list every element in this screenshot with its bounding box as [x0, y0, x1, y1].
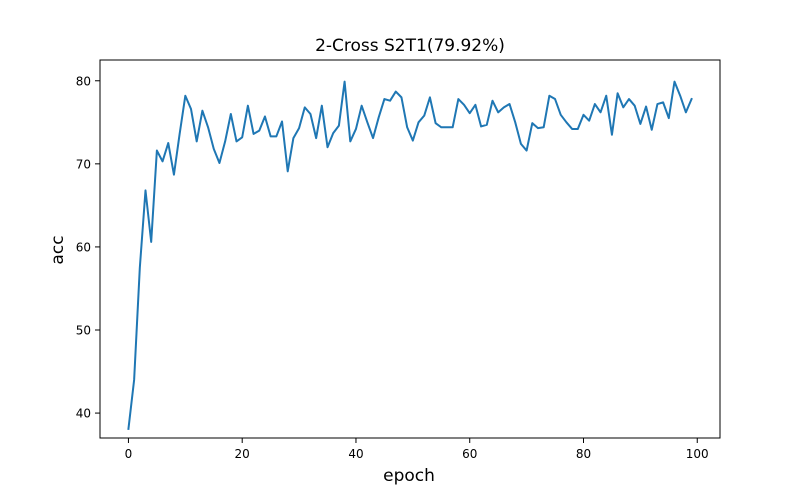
- x-tick-label: 0: [125, 447, 133, 461]
- x-tick-label: 40: [348, 447, 363, 461]
- x-tick-label: 80: [576, 447, 591, 461]
- y-tick-label: 60: [76, 240, 91, 254]
- axis-ticks: 0 20 40 60 80 100 40 50 60 70 80: [76, 74, 709, 461]
- y-tick-label: 80: [76, 74, 91, 88]
- chart-title: 2-Cross S2T1(79.92%): [315, 36, 505, 56]
- series-layer: [128, 82, 691, 429]
- y-tick-label: 40: [76, 407, 91, 421]
- y-axis-label: acc: [48, 235, 68, 264]
- series-line: [128, 82, 691, 429]
- x-tick-label: 100: [686, 447, 709, 461]
- x-tick-label: 20: [235, 447, 250, 461]
- x-tick-label: 60: [462, 447, 477, 461]
- y-tick-label: 70: [76, 157, 91, 171]
- x-axis-label: epoch: [383, 466, 435, 486]
- y-tick-label: 50: [76, 324, 91, 338]
